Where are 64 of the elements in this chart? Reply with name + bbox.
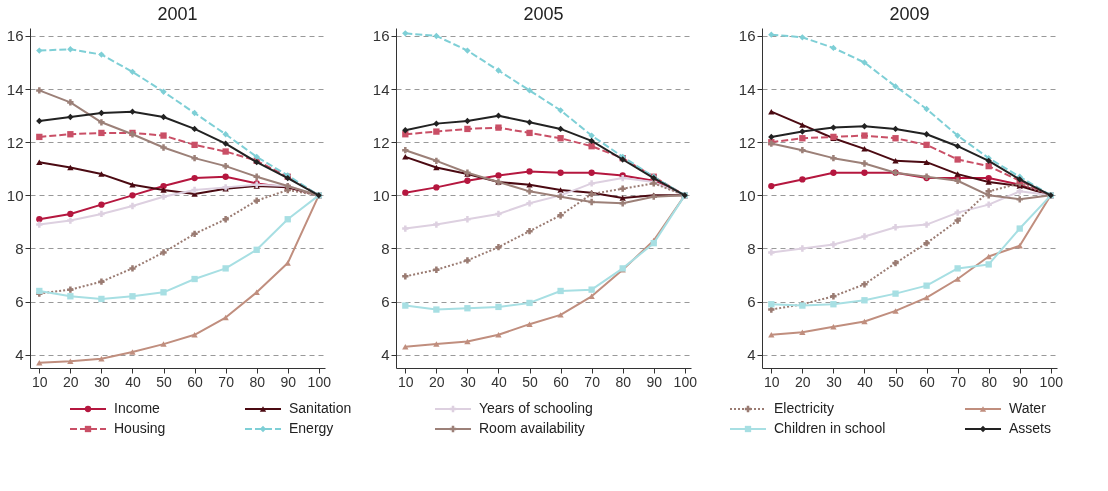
x-tick-label: 100 — [1039, 373, 1064, 390]
y-tick-label: 12 — [6, 133, 24, 151]
x-tick-label: 30 — [460, 373, 476, 390]
chart-title: 2005 — [523, 4, 564, 24]
x-tick-label: 100 — [673, 373, 698, 390]
legend-label: Energy — [289, 420, 334, 436]
x-tick-label: 80 — [615, 373, 632, 390]
x-tick-label: 70 — [950, 373, 967, 390]
x-tick-label: 100 — [307, 373, 332, 390]
x-tick-label: 10 — [764, 373, 780, 390]
y-tick-label: 14 — [738, 80, 756, 98]
x-tick-label: 60 — [553, 373, 570, 390]
x-tick-label: 30 — [826, 373, 842, 390]
x-tick-label: 50 — [522, 373, 539, 390]
y-tick-label: 4 — [15, 346, 24, 364]
chart-title: 2001 — [157, 4, 198, 24]
x-tick-label: 70 — [218, 373, 235, 390]
y-tick-label: 6 — [747, 293, 756, 311]
y-tick-label: 14 — [6, 80, 24, 98]
legend-label: Assets — [1009, 420, 1052, 436]
y-tick-label: 12 — [738, 133, 756, 151]
y-tick-label: 4 — [381, 346, 390, 364]
x-tick-label: 30 — [94, 373, 110, 390]
x-tick-label: 50 — [156, 373, 173, 390]
x-tick-label: 40 — [857, 373, 873, 390]
x-tick-label: 70 — [584, 373, 601, 390]
y-tick-label: 6 — [15, 293, 24, 311]
legend-label: Sanitation — [289, 400, 352, 416]
y-tick-label: 8 — [15, 239, 24, 257]
x-tick-label: 80 — [981, 373, 998, 390]
legend-label: Housing — [114, 420, 166, 436]
x-tick-label: 20 — [63, 373, 79, 390]
x-tick-label: 20 — [795, 373, 811, 390]
y-tick-label: 8 — [747, 239, 756, 257]
legend-label: Years of schooling — [479, 400, 593, 416]
y-tick-label: 16 — [6, 27, 24, 45]
x-tick-label: 60 — [187, 373, 204, 390]
y-tick-label: 16 — [372, 27, 390, 45]
x-tick-label: 90 — [646, 373, 663, 390]
y-tick-label: 10 — [738, 186, 756, 204]
y-tick-label: 12 — [372, 133, 390, 151]
y-tick-label: 4 — [747, 346, 756, 364]
legend-label: Room availability — [479, 420, 585, 436]
x-tick-label: 40 — [491, 373, 507, 390]
y-tick-label: 10 — [6, 186, 24, 204]
legend-label: Electricity — [774, 400, 834, 416]
x-tick-label: 60 — [919, 373, 936, 390]
x-tick-label: 10 — [398, 373, 414, 390]
y-tick-label: 6 — [381, 293, 390, 311]
legend-label: Children in school — [774, 420, 886, 436]
x-tick-label: 10 — [32, 373, 48, 390]
legend-label: Income — [114, 400, 161, 416]
legend-label: Water — [1009, 400, 1047, 416]
chart-title: 2009 — [889, 4, 930, 24]
y-tick-label: 10 — [372, 186, 390, 204]
x-tick-label: 40 — [125, 373, 141, 390]
x-tick-label: 50 — [888, 373, 905, 390]
x-tick-label: 80 — [249, 373, 266, 390]
y-tick-label: 16 — [738, 27, 756, 45]
x-tick-label: 20 — [429, 373, 445, 390]
x-tick-label: 90 — [1012, 373, 1029, 390]
x-tick-label: 90 — [280, 373, 297, 390]
y-tick-label: 14 — [372, 80, 390, 98]
y-tick-label: 8 — [381, 239, 390, 257]
